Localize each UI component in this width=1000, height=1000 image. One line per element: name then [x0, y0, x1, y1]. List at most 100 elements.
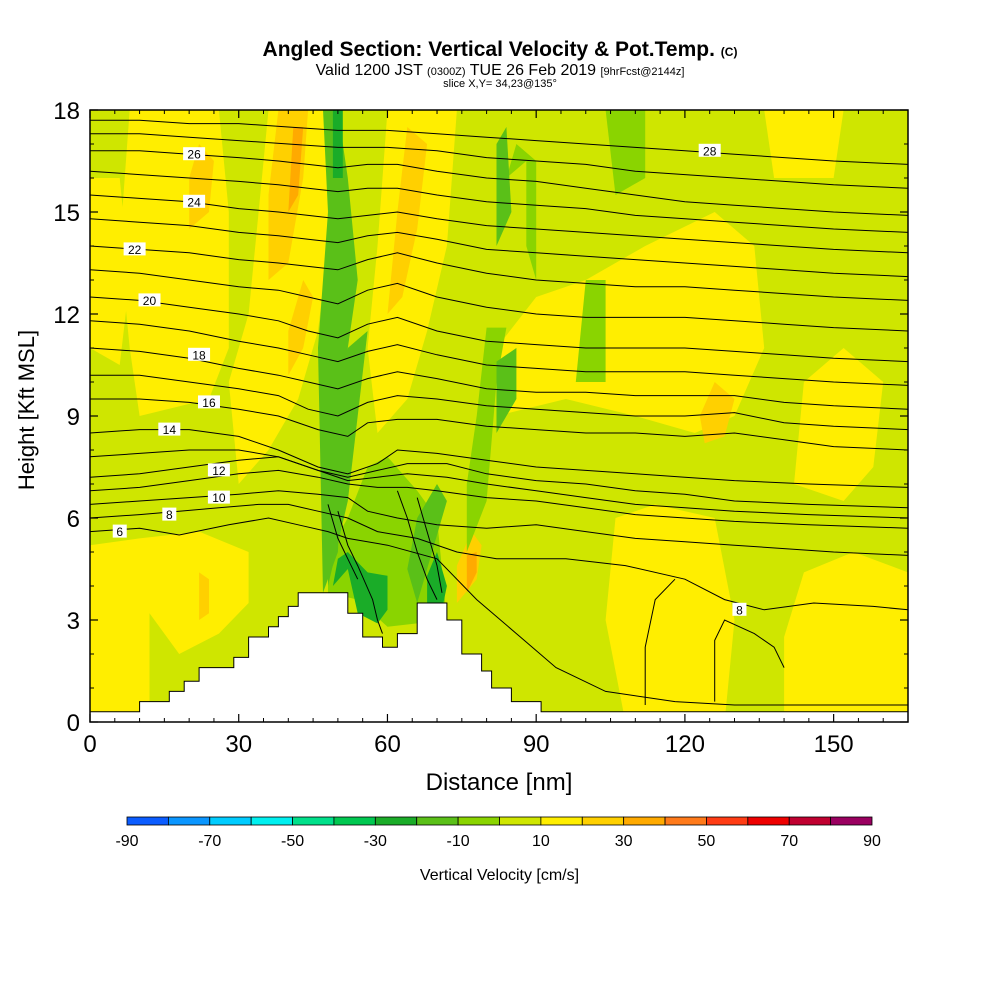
- pot-temp-contour-13: [90, 449, 908, 509]
- pot-temp-contour-16: [90, 269, 908, 332]
- chart-title-badge: (C): [720, 45, 738, 59]
- valid-date: TUE 26 Feb 2019: [469, 62, 597, 79]
- colorbar-swatch-6: [374, 816, 418, 826]
- pot-temp-contour-10: [90, 150, 908, 216]
- pot-temp-contour-21: [327, 504, 359, 580]
- colorbar-swatch-15: [747, 816, 790, 826]
- colorbar-swatch-8: [457, 816, 500, 826]
- velocity-region-25: [407, 484, 447, 603]
- x-tick-label-1: 30: [225, 731, 252, 758]
- velocity-region-7: [784, 552, 908, 722]
- colorbar-swatch-10: [540, 816, 583, 826]
- slice-info: slice X,Y= 34,23@135°: [443, 78, 557, 90]
- chart-subtitle: Valid 1200 JST (0300Z) TUE 26 Feb 2019 […: [0, 62, 1000, 80]
- valid-utc: (0300Z): [427, 66, 466, 78]
- colorbar-tick-label-5: 10: [532, 833, 550, 850]
- colorbar-swatch-16: [788, 816, 832, 826]
- terrain: [90, 592, 908, 722]
- pot-temp-contour-4: [90, 429, 908, 488]
- colorbar-tick-label-7: 50: [698, 833, 716, 850]
- x-axis-label: Distance [nm]: [426, 769, 573, 796]
- pot-temp-contour-18: [90, 170, 908, 233]
- contour-label-8: 22: [128, 243, 142, 257]
- x-tick-label-2: 60: [374, 731, 401, 758]
- colorbar-tick-label-6: 30: [615, 833, 633, 850]
- pot-temp-contour-24: [644, 578, 676, 705]
- y-tick-label-5: 15: [53, 200, 80, 227]
- velocity-region-22: [575, 280, 606, 382]
- colorbar-swatch-11: [581, 816, 625, 826]
- pot-temp-contour-7: [90, 296, 908, 363]
- colorbar-swatch-5: [333, 816, 376, 826]
- contour-label-6: 18: [192, 348, 206, 362]
- y-tick-label-0: 0: [67, 710, 80, 737]
- y-tick-label-2: 6: [67, 506, 80, 533]
- colorbar-swatch-12: [623, 816, 666, 826]
- velocity-region-31: [427, 552, 447, 614]
- contour-label-bg-3: [207, 463, 230, 477]
- contour-label-11: 28: [703, 144, 717, 158]
- pot-temp-contour-6: [90, 347, 908, 410]
- pot-temp-contour-12: [90, 456, 908, 519]
- velocity-region-18: [466, 552, 477, 593]
- x-tick-label-3: 90: [523, 731, 550, 758]
- velocity-region-1: [228, 110, 328, 484]
- y-tick-label-6: 18: [53, 98, 80, 125]
- pot-temp-contour-9: [90, 194, 908, 254]
- y-tick-label-1: 3: [67, 608, 80, 635]
- contour-label-bg-11: [698, 143, 721, 157]
- contour-label-bg-9: [183, 194, 206, 208]
- colorbar-swatch-4: [292, 816, 335, 826]
- colorbar-swatch-17: [830, 816, 873, 826]
- contour-label-1: 8: [166, 508, 173, 522]
- contour-label-0: 6: [116, 525, 123, 539]
- contour-label-10: 26: [187, 148, 201, 162]
- colorbar-swatch-9: [499, 816, 542, 826]
- pot-temp-contour-1: [90, 503, 908, 611]
- velocity-region-15: [199, 572, 209, 620]
- contour-label-bg-10: [183, 147, 206, 161]
- colorbar-swatch-3: [250, 816, 293, 826]
- velocity-region-12: [387, 127, 428, 314]
- pot-temp-contour-15: [90, 320, 908, 386]
- colorbar-swatch-0: [126, 816, 169, 826]
- contour-label-bg-5: [197, 395, 220, 409]
- y-tick-label-4: 12: [53, 302, 80, 329]
- velocity-region-3: [367, 110, 457, 433]
- colorbar-swatch-14: [706, 816, 749, 826]
- x-tick-label-4: 120: [665, 731, 705, 758]
- colorbar-tick-label-0: -90: [115, 833, 138, 850]
- contour-label-7: 20: [143, 294, 157, 308]
- pot-temp-contour-17: [90, 218, 908, 278]
- contour-label-4: 14: [163, 423, 177, 437]
- velocity-region-4: [496, 212, 765, 433]
- contour-label-9: 24: [187, 195, 201, 209]
- velocity-region-9: [764, 110, 844, 178]
- contour-label-2: 10: [212, 491, 226, 505]
- colorbar-tick-label-1: -70: [198, 833, 221, 850]
- velocity-region-16: [699, 382, 735, 444]
- contour-label-3: 12: [212, 464, 226, 478]
- x-tick-label-0: 0: [83, 731, 96, 758]
- contour-label-bg-7: [138, 293, 161, 307]
- pot-temp-contour-5: [90, 398, 908, 451]
- colorbar-tick-label-8: 70: [780, 833, 798, 850]
- colorbar-tick-label-3: -30: [364, 833, 387, 850]
- pot-temp-contour-0: [90, 517, 908, 706]
- colorbar-label: Vertical Velocity [cm/s]: [420, 867, 579, 884]
- velocity-region-17: [288, 127, 304, 212]
- chart-title-text: Angled Section: Vertical Velocity & Pot.…: [262, 38, 715, 61]
- velocity-region-23: [605, 110, 646, 195]
- contour-label-bg-8: [123, 242, 146, 256]
- pot-temp-contour-3: [90, 469, 908, 529]
- colorbar-swatch-1: [167, 816, 211, 826]
- x-tick-label-5: 150: [814, 731, 854, 758]
- pot-temp-contour-20: [337, 511, 383, 634]
- y-tick-label-3: 9: [67, 404, 80, 431]
- contour-label-bg-4: [158, 422, 181, 436]
- y-axis-label: Height [Kft MSL]: [14, 330, 39, 490]
- pot-temp-contour-22: [396, 490, 438, 600]
- chart-title: Angled Section: Vertical Velocity & Pot.…: [0, 38, 1000, 62]
- contour-label-5: 16: [202, 396, 216, 410]
- pot-temp-contour-23: [416, 497, 443, 593]
